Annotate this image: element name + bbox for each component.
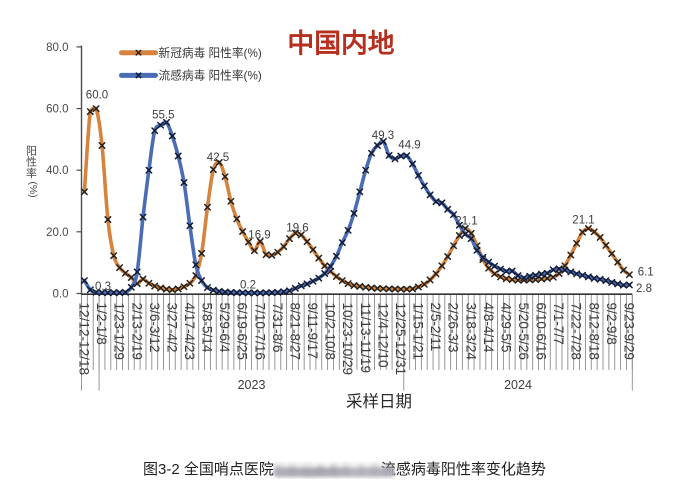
svg-text:6/19-6/25: 6/19-6/25 <box>235 303 250 360</box>
svg-text:40.0: 40.0 <box>46 165 68 177</box>
svg-text:5/8-5/14: 5/8-5/14 <box>200 303 215 353</box>
svg-text:12/25-12/31: 12/25-12/31 <box>393 303 408 376</box>
svg-text:2023: 2023 <box>238 378 266 392</box>
svg-text:2.8: 2.8 <box>636 283 652 295</box>
svg-text:4/17-4/23: 4/17-4/23 <box>182 303 197 360</box>
svg-text:80.0: 80.0 <box>46 42 68 54</box>
svg-text:3/18-3/24: 3/18-3/24 <box>463 303 478 361</box>
svg-text:0.3: 0.3 <box>95 281 111 293</box>
svg-text:9/23-9/29: 9/23-9/29 <box>622 303 637 360</box>
svg-text:7/22-7/28: 7/22-7/28 <box>569 303 584 360</box>
svg-text:0.0: 0.0 <box>53 289 69 301</box>
svg-text:3/6-3/12: 3/6-3/12 <box>147 303 162 353</box>
svg-text:21.1: 21.1 <box>572 215 594 227</box>
svg-text:率: 率 <box>26 166 37 180</box>
svg-text:7/10-7/16: 7/10-7/16 <box>252 303 267 360</box>
svg-text:1/23-1/29: 1/23-1/29 <box>112 303 127 360</box>
svg-text:8/12-8/18: 8/12-8/18 <box>586 303 601 360</box>
svg-text:10/2-10/8: 10/2-10/8 <box>323 303 338 360</box>
svg-text:60.0: 60.0 <box>46 104 68 116</box>
svg-text:12/12-12/18: 12/12-12/18 <box>77 303 92 376</box>
svg-text:新冠病毒 阳性率(%): 新冠病毒 阳性率(%) <box>159 46 262 60</box>
svg-text:性: 性 <box>26 155 37 169</box>
svg-text:11/13-11/19: 11/13-11/19 <box>358 303 373 374</box>
svg-text:6/10-6/16: 6/10-6/16 <box>534 303 549 360</box>
svg-text:3/27-4/2: 3/27-4/2 <box>164 303 179 353</box>
svg-text:55.5: 55.5 <box>152 110 174 122</box>
svg-text:19.6: 19.6 <box>286 223 308 235</box>
svg-text:44.9: 44.9 <box>398 140 420 152</box>
svg-text:(%): (%) <box>27 181 39 197</box>
svg-text:2/26-3/3: 2/26-3/3 <box>446 303 461 353</box>
svg-text:20.0: 20.0 <box>46 227 68 239</box>
svg-text:7/31-8/6: 7/31-8/6 <box>270 303 285 353</box>
svg-text:42.5: 42.5 <box>207 152 229 164</box>
svg-text:4/29-5/5: 4/29-5/5 <box>498 303 513 353</box>
svg-text:49.3: 49.3 <box>372 130 394 142</box>
svg-text:1/15-1/21: 1/15-1/21 <box>411 303 426 360</box>
svg-text:2/5-2/11: 2/5-2/11 <box>428 303 443 352</box>
svg-text:60.0: 60.0 <box>86 90 108 102</box>
svg-text:12/4-12/10: 12/4-12/10 <box>375 303 390 368</box>
svg-text:2/13-2/19: 2/13-2/19 <box>129 303 144 360</box>
svg-text:采样日期: 采样日期 <box>346 392 412 411</box>
svg-text:21.1: 21.1 <box>455 216 477 228</box>
svg-text:中国内地: 中国内地 <box>287 29 394 59</box>
svg-text:2024: 2024 <box>504 378 532 392</box>
svg-text:6.1: 6.1 <box>638 267 654 279</box>
svg-text:7/1-7/7: 7/1-7/7 <box>551 303 566 345</box>
svg-text:10/23-10/29: 10/23-10/29 <box>340 303 355 376</box>
svg-text:5/29-6/4: 5/29-6/4 <box>217 303 232 353</box>
svg-text:4/8-4/14: 4/8-4/14 <box>481 303 496 353</box>
svg-text:9/2-9/8: 9/2-9/8 <box>604 303 619 345</box>
svg-text:9/11-9/17: 9/11-9/17 <box>305 303 320 359</box>
svg-text:1/2-1/8: 1/2-1/8 <box>94 303 109 345</box>
svg-text:0.2: 0.2 <box>240 280 256 292</box>
svg-text:流感病毒 阳性率(%): 流感病毒 阳性率(%) <box>159 69 262 83</box>
svg-text:16.9: 16.9 <box>248 230 270 242</box>
svg-text:5/20-5/26: 5/20-5/26 <box>516 303 531 360</box>
svg-text:阳: 阳 <box>26 144 37 157</box>
svg-text:8/21-8/27: 8/21-8/27 <box>288 303 303 360</box>
